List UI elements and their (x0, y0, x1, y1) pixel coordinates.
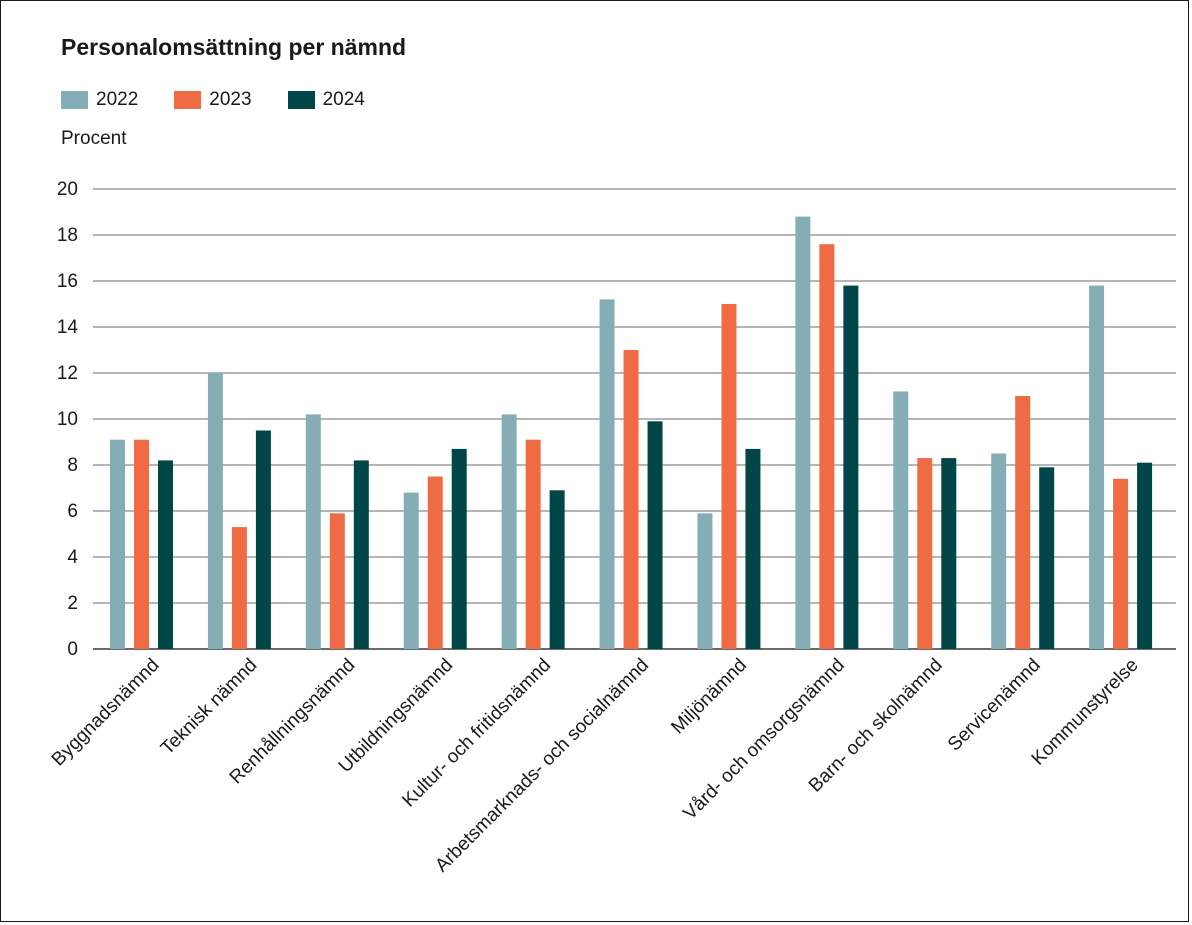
bar-2024-4 (549, 490, 565, 649)
bar-2023-7 (819, 244, 835, 649)
bar-2024-10 (1137, 462, 1153, 649)
bar-2023-4 (525, 439, 541, 649)
bar-2023-10 (1113, 478, 1129, 649)
y-tick-label: 18 (57, 225, 78, 246)
bar-2022-9 (991, 453, 1007, 649)
x-tick-label: Servicenämnd (944, 655, 1045, 756)
legend-swatch-2024 (287, 91, 315, 109)
bar-2023-6 (721, 304, 737, 649)
y-tick-label: 8 (67, 455, 78, 476)
x-tick-label: Vård- och omsorgsnämnd (679, 655, 848, 824)
bar-2024-0 (158, 460, 173, 649)
bar-2024-6 (745, 448, 761, 649)
bar-2022-10 (1089, 285, 1105, 649)
x-tick-label: Kommunstyrelse (1028, 655, 1143, 770)
chart-legend: 2022 2023 2024 (61, 89, 401, 111)
x-tick-label: Arbetsmarknads- och socialnämnd (431, 655, 653, 877)
legend-swatch-2022 (61, 91, 88, 109)
y-tick-label: 14 (57, 317, 79, 338)
y-tick-label: 4 (67, 547, 78, 568)
bar-2024-3 (451, 448, 467, 649)
y-tick-label: 0 (67, 639, 78, 660)
bar-2023-3 (427, 476, 443, 649)
bar-2024-9 (1039, 467, 1055, 649)
y-tick-label: 2 (67, 593, 78, 614)
bar-2023-8 (917, 458, 933, 649)
bar-2024-2 (353, 460, 369, 649)
bar-2022-0 (110, 439, 125, 649)
bar-2024-5 (647, 421, 663, 649)
legend-item-2023: 2023 (174, 89, 252, 111)
y-tick-label: 20 (57, 179, 78, 200)
y-axis-unit-label: Procent (61, 128, 127, 149)
y-tick-label: 10 (57, 409, 78, 430)
x-tick-label: Miljönämnd (667, 655, 751, 739)
bar-2022-4 (501, 414, 517, 649)
bar-2022-8 (893, 391, 909, 649)
bar-2022-1 (207, 373, 223, 649)
bar-2022-3 (403, 492, 419, 649)
bar-2022-6 (697, 513, 713, 649)
bar-2022-2 (305, 414, 321, 649)
legend-item-2024: 2024 (287, 89, 365, 111)
bar-2022-7 (795, 216, 811, 649)
legend-swatch-2023 (174, 91, 202, 109)
bar-2024-7 (843, 285, 859, 649)
legend-label-2022: 2022 (96, 89, 139, 110)
bar-2023-0 (134, 439, 149, 649)
y-tick-label: 6 (67, 501, 78, 522)
bar-2024-1 (255, 430, 271, 649)
legend-item-2022: 2022 (61, 89, 138, 111)
legend-label-2023: 2023 (209, 89, 252, 110)
bar-2023-2 (329, 513, 345, 649)
x-tick-label: Byggnadsnämnd (48, 655, 164, 771)
bar-2023-5 (623, 350, 639, 649)
y-tick-label: 16 (57, 271, 78, 292)
bar-2023-1 (231, 527, 247, 649)
bar-2022-5 (599, 299, 615, 649)
bar-2023-9 (1015, 396, 1031, 649)
bar-2024-8 (941, 458, 957, 649)
y-tick-label: 12 (57, 363, 78, 384)
legend-label-2024: 2024 (322, 89, 365, 110)
x-tick-label: Teknisk nämnd (157, 655, 261, 759)
chart-title: Personalomsättning per nämnd (61, 34, 407, 60)
